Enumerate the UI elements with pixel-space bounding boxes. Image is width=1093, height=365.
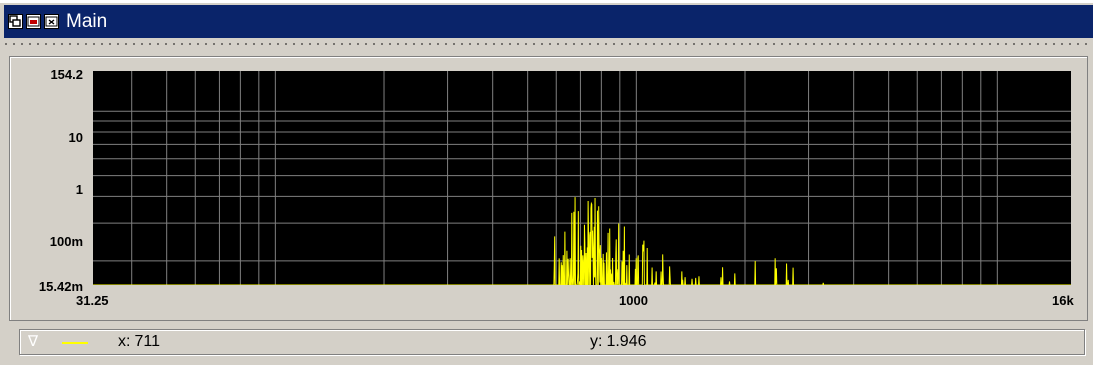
chart-view-icon[interactable]	[26, 14, 41, 29]
cursor-readout-bar: ∇ x: 711 y: 1.946	[19, 329, 1085, 355]
spectrum-trace	[93, 197, 1071, 285]
y-tick-label: 100m	[49, 234, 83, 249]
y-tick-label: 154.2	[50, 67, 83, 82]
cursor-marker-icon[interactable]: ∇	[28, 333, 39, 350]
cursor-y-value: 1.946	[606, 333, 647, 350]
close-panel-icon[interactable]	[44, 14, 59, 29]
spectrum-line	[93, 197, 1071, 285]
x-tick-label: 31.25	[76, 293, 109, 308]
restore-icon[interactable]	[8, 14, 23, 29]
cursor-x-value: 711	[134, 333, 160, 350]
cursor-y-label: y:	[590, 333, 603, 350]
cursor-y-readout: y: 1.946	[590, 333, 647, 351]
chart-panel	[9, 56, 1088, 321]
y-tick-label: 1	[75, 182, 83, 197]
trace-legend-swatch	[62, 342, 88, 344]
spectrum-plot[interactable]	[93, 71, 1071, 285]
toolbar-grip[interactable]	[0, 39, 1093, 49]
x-tick-label: 1000	[619, 293, 648, 308]
top-edge	[0, 0, 1093, 3]
plot-grid	[93, 71, 1071, 285]
x-tick-label: 16k	[1052, 293, 1074, 308]
y-tick-label: 10	[68, 130, 83, 145]
cursor-x-label: x:	[118, 333, 131, 350]
y-tick-label: 15.42m	[38, 279, 83, 294]
cursor-x-readout: x: 711	[118, 333, 160, 351]
window-title: Main	[66, 10, 108, 32]
title-bar[interactable]: Main	[4, 5, 1093, 38]
